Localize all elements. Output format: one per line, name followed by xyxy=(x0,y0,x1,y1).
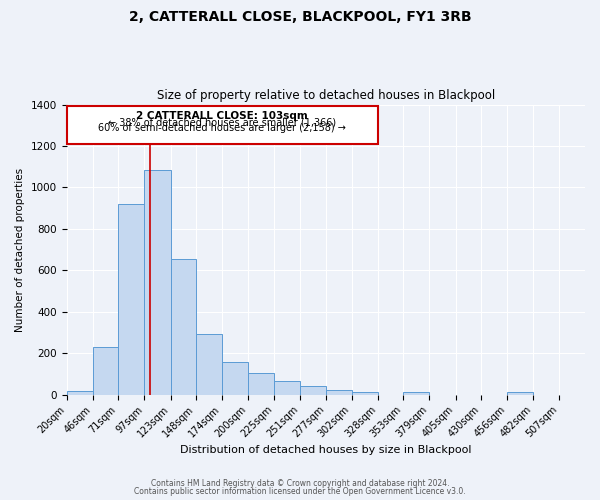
Text: ← 38% of detached houses are smaller (1,366): ← 38% of detached houses are smaller (1,… xyxy=(108,118,336,128)
Bar xyxy=(352,392,378,394)
Bar xyxy=(248,373,274,394)
FancyBboxPatch shape xyxy=(67,106,378,144)
Text: 60% of semi-detached houses are larger (2,158) →: 60% of semi-detached houses are larger (… xyxy=(98,123,346,133)
Bar xyxy=(222,362,248,394)
Text: 2 CATTERALL CLOSE: 103sqm: 2 CATTERALL CLOSE: 103sqm xyxy=(136,110,308,120)
Bar xyxy=(93,347,118,395)
Bar xyxy=(507,392,533,394)
Bar xyxy=(196,334,222,394)
X-axis label: Distribution of detached houses by size in Blackpool: Distribution of detached houses by size … xyxy=(180,445,472,455)
Text: 2, CATTERALL CLOSE, BLACKPOOL, FY1 3RB: 2, CATTERALL CLOSE, BLACKPOOL, FY1 3RB xyxy=(128,10,472,24)
Bar xyxy=(326,390,352,394)
Y-axis label: Number of detached properties: Number of detached properties xyxy=(15,168,25,332)
Text: Contains public sector information licensed under the Open Government Licence v3: Contains public sector information licen… xyxy=(134,487,466,496)
Title: Size of property relative to detached houses in Blackpool: Size of property relative to detached ho… xyxy=(157,89,495,102)
Bar xyxy=(67,390,93,394)
Bar xyxy=(145,170,170,394)
Text: Contains HM Land Registry data © Crown copyright and database right 2024.: Contains HM Land Registry data © Crown c… xyxy=(151,478,449,488)
Bar xyxy=(274,381,300,394)
Bar xyxy=(403,392,430,394)
Bar xyxy=(170,259,196,394)
Bar xyxy=(118,204,145,394)
Bar xyxy=(300,386,326,394)
